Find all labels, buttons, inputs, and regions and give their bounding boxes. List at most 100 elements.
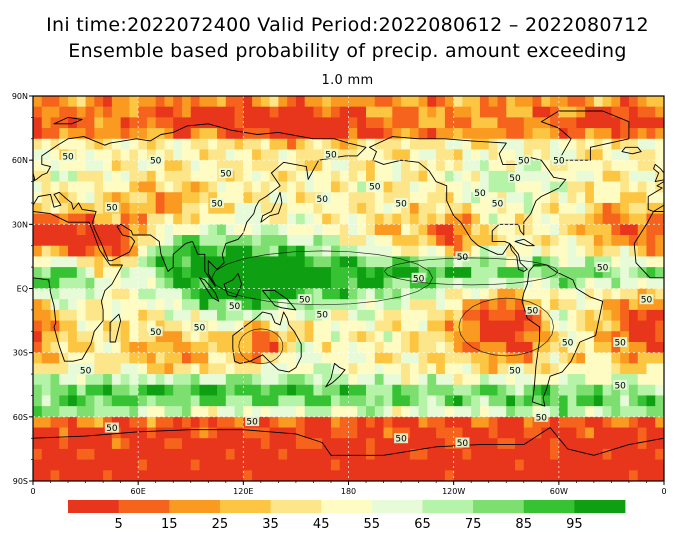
field-cell	[436, 202, 446, 215]
field-cell	[567, 138, 577, 151]
field-cell	[567, 96, 577, 108]
field-cell	[225, 277, 236, 290]
field-cell	[278, 384, 288, 397]
field-cell	[471, 277, 481, 290]
field-cell	[295, 128, 306, 140]
field-cell	[103, 149, 113, 161]
field-cell	[567, 395, 577, 407]
field-cell	[287, 448, 297, 461]
field-cell	[383, 267, 393, 279]
field-cell	[330, 106, 341, 118]
field-cell	[374, 309, 385, 322]
field-cell	[515, 267, 525, 279]
field-cell	[269, 181, 279, 193]
field-cell	[164, 245, 174, 258]
field-cell	[146, 341, 157, 354]
contour-label: 50	[527, 306, 539, 316]
field-cell	[190, 138, 201, 151]
field-cell	[462, 192, 472, 204]
field-cell	[85, 128, 95, 140]
field-cell	[322, 213, 332, 225]
field-cell	[111, 224, 122, 236]
field-cell	[444, 438, 455, 450]
field-cell	[173, 117, 183, 129]
field-cell	[68, 160, 78, 172]
coastline-antarctica	[33, 437, 34, 481]
field-cell	[76, 384, 87, 397]
field-cell	[164, 374, 174, 386]
field-cell	[252, 320, 262, 332]
field-cell	[593, 235, 604, 247]
field-cell	[585, 245, 595, 258]
field-cell	[252, 374, 262, 386]
field-cell	[339, 331, 350, 343]
field-cell	[444, 459, 455, 471]
field-cell	[383, 138, 393, 151]
field-cell	[278, 256, 288, 268]
field-cell	[646, 341, 656, 354]
field-cell	[567, 170, 577, 183]
contour-line	[458, 297, 554, 357]
field-cell	[655, 384, 664, 397]
field-cell	[593, 331, 604, 343]
field-cell	[190, 384, 201, 397]
field-cell	[190, 202, 201, 215]
field-cell	[576, 277, 586, 290]
field-cell	[225, 309, 236, 322]
field-cell	[103, 341, 113, 354]
contour-label: 50	[614, 381, 626, 391]
field-cell	[59, 448, 69, 461]
field-cell	[558, 299, 569, 311]
field-cell	[567, 363, 577, 375]
field-cell	[620, 374, 630, 386]
field-cell	[138, 320, 148, 332]
field-cell	[146, 96, 157, 108]
field-cell	[146, 363, 157, 375]
field-cell	[436, 170, 446, 183]
field-cell	[234, 170, 244, 183]
field-cell	[383, 320, 393, 332]
field-cell	[611, 309, 621, 322]
field-cell	[532, 299, 542, 311]
field-cell	[427, 309, 437, 322]
field-cell	[479, 235, 490, 247]
field-cell	[234, 181, 244, 193]
field-cell	[173, 202, 183, 215]
field-cell	[532, 309, 542, 322]
field-cell	[611, 245, 621, 258]
field-cell	[41, 363, 52, 375]
field-cell	[374, 277, 385, 290]
field-cell	[68, 106, 78, 118]
field-cell	[550, 192, 560, 204]
field-cell	[646, 128, 656, 140]
field-cell	[409, 277, 420, 290]
field-cell	[146, 256, 157, 268]
field-cell	[602, 299, 613, 311]
field-cell	[208, 363, 218, 375]
field-cell	[322, 406, 332, 418]
field-cell	[637, 149, 648, 161]
field-cell	[479, 363, 490, 375]
field-cell	[550, 309, 560, 322]
field-cell	[252, 106, 262, 118]
field-cell	[164, 416, 174, 429]
field-cell	[243, 117, 253, 129]
field-cell	[453, 245, 464, 258]
field-cell	[558, 427, 569, 439]
field-cell	[558, 320, 569, 332]
field-cell	[225, 267, 236, 279]
field-cell	[111, 352, 122, 364]
field-cell	[304, 288, 315, 300]
field-cell	[515, 459, 525, 471]
field-cell	[348, 320, 358, 332]
field-cell	[269, 128, 279, 140]
field-cell	[497, 352, 507, 364]
field-cell	[567, 128, 577, 140]
field-cell	[401, 138, 411, 151]
field-cell	[278, 149, 288, 161]
field-cell	[479, 320, 490, 332]
field-cell	[59, 235, 69, 247]
field-cell	[541, 288, 551, 300]
field-cell	[304, 331, 315, 343]
field-cell	[304, 224, 315, 236]
